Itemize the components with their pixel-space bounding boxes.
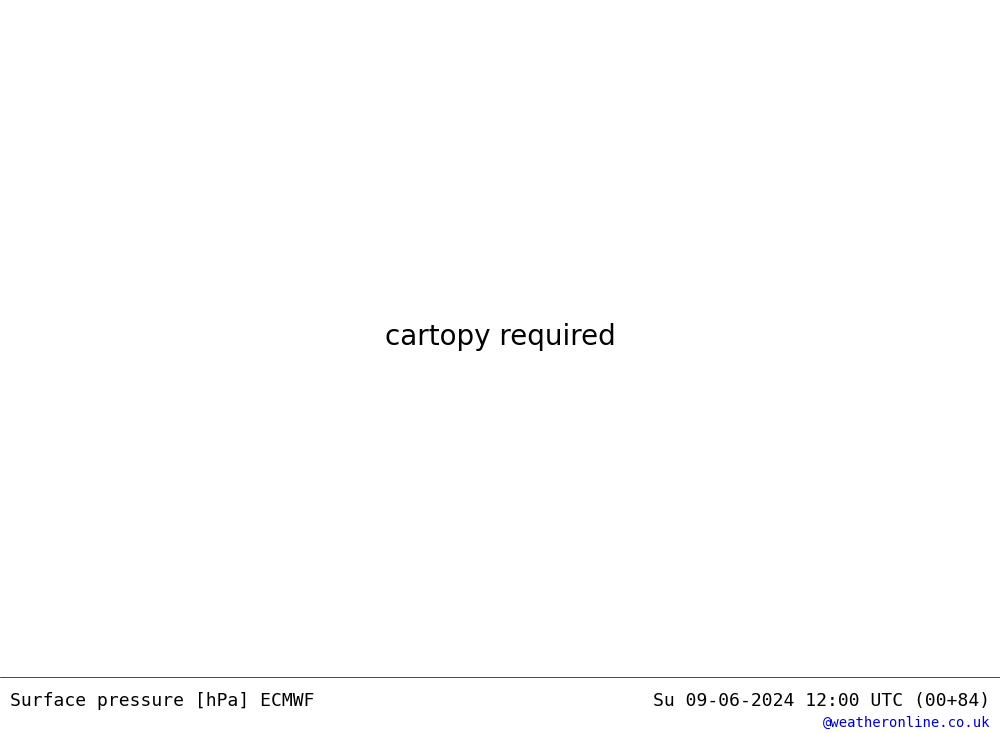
Text: Su 09-06-2024 12:00 UTC (00+84): Su 09-06-2024 12:00 UTC (00+84) xyxy=(653,692,990,710)
Text: cartopy required: cartopy required xyxy=(385,323,615,351)
Text: @weatheronline.co.uk: @weatheronline.co.uk xyxy=(822,716,990,730)
Text: Surface pressure [hPa] ECMWF: Surface pressure [hPa] ECMWF xyxy=(10,692,314,710)
